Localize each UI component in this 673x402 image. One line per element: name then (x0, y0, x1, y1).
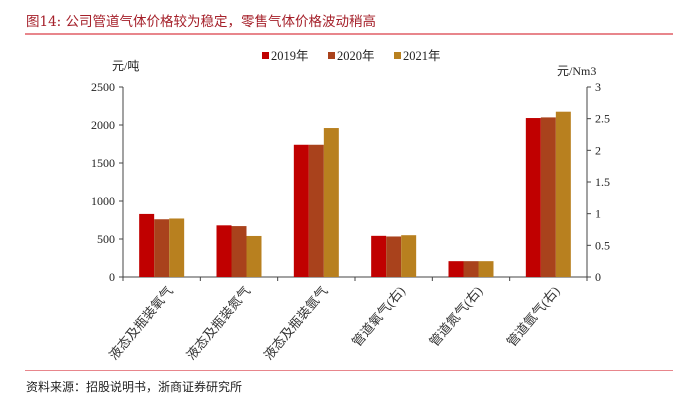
bar-2019年-液态及瓶装氩气 (293, 144, 309, 277)
bar-2019年-管道氩气(右) (525, 118, 541, 278)
source-divider (25, 370, 673, 371)
right-tick-label: 2 (595, 143, 601, 157)
bar-2021年-管道氧气(右) (401, 235, 417, 277)
legend-swatch-2021年 (394, 52, 401, 59)
legend-label: 2021年 (403, 49, 441, 63)
legend-label: 2020年 (337, 49, 375, 63)
right-tick-label: 1 (595, 207, 601, 221)
right-tick-label: 1.5 (595, 175, 610, 189)
figure-title: 图14: 公司管道气体价格较为稳定，零售气体价格波动稍高 (26, 14, 377, 30)
left-axis-label: 元/吨 (112, 59, 139, 73)
left-tick-label: 1500 (91, 156, 115, 170)
bar-2021年-液态及瓶装氧气 (169, 218, 185, 277)
bar-2019年-液态及瓶装氮气 (216, 225, 232, 277)
bar-2021年-管道氮气(右) (478, 261, 494, 277)
right-tick-label: 2.5 (595, 112, 610, 126)
bar-2019年-管道氮气(右) (448, 261, 464, 277)
category-label: 管道氮气(右) (426, 283, 485, 349)
bar-2019年-液态及瓶装氧气 (139, 213, 155, 277)
bar-2021年-液态及瓶装氩气 (323, 128, 339, 277)
bar-2020年-管道氩气(右) (540, 117, 556, 278)
category-label: 液态及瓶装氩气 (261, 283, 331, 362)
source-note: 资料来源：招股说明书，浙商证券研究所 (26, 380, 243, 394)
left-tick-label: 1000 (91, 194, 115, 208)
bar-2020年-液态及瓶装氧气 (154, 219, 170, 277)
right-tick-label: 0.5 (595, 238, 610, 252)
bar-2020年-液态及瓶装氩气 (308, 144, 324, 277)
bar-2020年-管道氧气(右) (386, 236, 402, 277)
bar-2021年-管道氩气(右) (555, 111, 571, 277)
bar-2020年-液态及瓶装氮气 (231, 226, 247, 277)
right-axis-label: 元/Nm3 (557, 64, 596, 78)
left-tick-label: 2000 (91, 118, 115, 132)
legend-swatch-2019年 (262, 52, 269, 59)
category-label: 管道氧气(右) (349, 283, 408, 349)
category-label: 液态及瓶装氧气 (106, 283, 176, 362)
right-tick-label: 3 (595, 80, 601, 94)
left-tick-label: 500 (97, 232, 115, 246)
category-label: 液态及瓶装氮气 (183, 283, 253, 362)
bar-2019年-管道氧气(右) (371, 235, 387, 277)
category-label: 管道氩气(右) (504, 283, 563, 349)
bar-2021年-液态及瓶装氮气 (246, 235, 262, 277)
bar-2020年-管道氮气(右) (463, 261, 479, 277)
left-tick-label: 0 (109, 270, 115, 284)
legend-label: 2019年 (271, 49, 309, 63)
left-tick-label: 2500 (91, 80, 115, 94)
title-divider (25, 33, 673, 35)
right-tick-label: 0 (595, 270, 601, 284)
bar-chart: 0 500 1000 1500 2000 2500 0 0.5 1 1.5 2 2.5 3 元/吨 元/Nm… (91, 49, 610, 363)
legend-swatch-2020年 (328, 52, 335, 59)
